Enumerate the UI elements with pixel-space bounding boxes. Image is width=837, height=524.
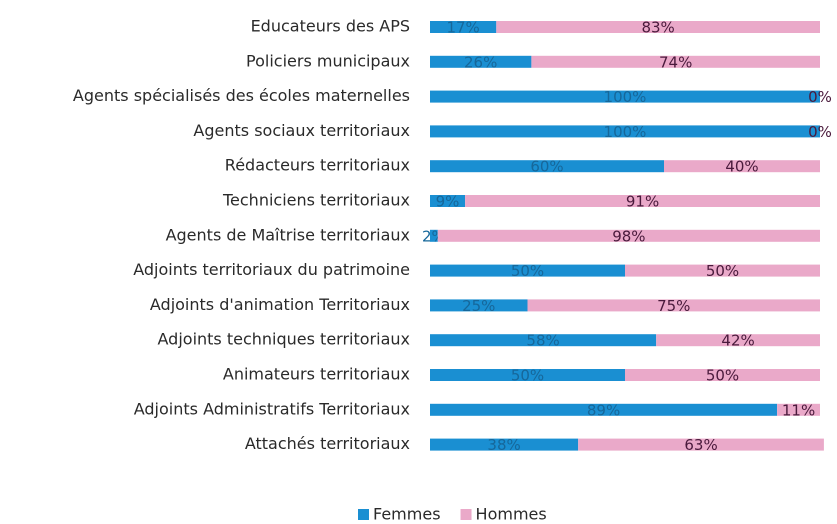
- category-label: Adjoints Administratifs Territoriaux: [134, 399, 410, 418]
- value-label: 25%: [462, 297, 495, 315]
- bar-segment: [430, 229, 438, 242]
- bar-segment: [496, 21, 820, 33]
- value-label: 50%: [511, 367, 544, 385]
- legend-swatch: [460, 509, 472, 520]
- category-label: Agents de Maîtrise territoriaux: [166, 225, 410, 244]
- bar-segment: [664, 160, 820, 173]
- bar-segment: [430, 160, 664, 173]
- legend-label: Hommes: [476, 505, 547, 524]
- value-label: 75%: [657, 297, 690, 315]
- value-label: 100%: [604, 123, 647, 141]
- value-label: 58%: [526, 332, 559, 350]
- category-label: Animateurs territoriaux: [223, 365, 410, 384]
- bar-segment: [656, 334, 820, 347]
- category-label: Attachés territoriaux: [245, 434, 410, 453]
- bar-segment: [437, 229, 820, 242]
- value-label: 50%: [706, 262, 739, 280]
- bar-segment: [531, 55, 820, 68]
- value-label: 40%: [725, 158, 758, 176]
- value-label: 0%: [808, 88, 832, 106]
- value-label: 17%: [446, 19, 479, 37]
- bar-segment: [430, 195, 466, 207]
- bar-segment: [430, 334, 657, 347]
- bar-segment: [430, 403, 778, 416]
- bar-segment: [527, 299, 820, 312]
- value-label: 63%: [684, 436, 717, 454]
- bar-segment: [430, 264, 625, 277]
- value-label: 98%: [612, 227, 645, 245]
- category-label: Rédacteurs territoriaux: [225, 156, 410, 175]
- value-label: 26%: [464, 53, 497, 71]
- value-label: 60%: [530, 158, 563, 176]
- bar-segment: [430, 55, 532, 68]
- category-label: Policiers municipaux: [246, 51, 410, 70]
- value-label: 83%: [641, 19, 674, 37]
- bar-segment: [578, 438, 824, 451]
- legend-swatch: [358, 509, 369, 520]
- category-label: Adjoints d'animation Territoriaux: [150, 295, 410, 314]
- category-label: Agents spécialisés des écoles maternelle…: [73, 86, 410, 105]
- value-label: 11%: [782, 401, 815, 419]
- bar-segment: [430, 369, 625, 381]
- value-label: 89%: [587, 401, 620, 419]
- category-label: Adjoints techniques territoriaux: [158, 330, 410, 349]
- value-label: 100%: [604, 88, 647, 106]
- bar-segment: [625, 264, 820, 277]
- category-label: Educateurs des APS: [251, 17, 410, 36]
- category-label: Agents sociaux territoriaux: [193, 121, 410, 140]
- legend-label: Femmes: [373, 505, 441, 524]
- bar-segment: [430, 125, 820, 138]
- value-label: 50%: [511, 262, 544, 280]
- value-label: 38%: [487, 436, 520, 454]
- value-label: 50%: [706, 367, 739, 385]
- value-label: 91%: [626, 193, 659, 211]
- bar-segment: [625, 369, 820, 381]
- value-label: 9%: [436, 193, 460, 211]
- bar-segment: [430, 299, 528, 312]
- bar-segment: [430, 90, 820, 103]
- value-label: 0%: [808, 123, 832, 141]
- bar-segment: [777, 403, 820, 416]
- bar-segment: [465, 195, 820, 207]
- bar-segment: [430, 438, 579, 451]
- category-label: Adjoints territoriaux du patrimoine: [133, 260, 410, 279]
- value-label: 42%: [721, 332, 754, 350]
- value-label: 74%: [659, 53, 692, 71]
- bar-segment: [430, 21, 497, 33]
- category-label: Techniciens territoriaux: [222, 191, 410, 210]
